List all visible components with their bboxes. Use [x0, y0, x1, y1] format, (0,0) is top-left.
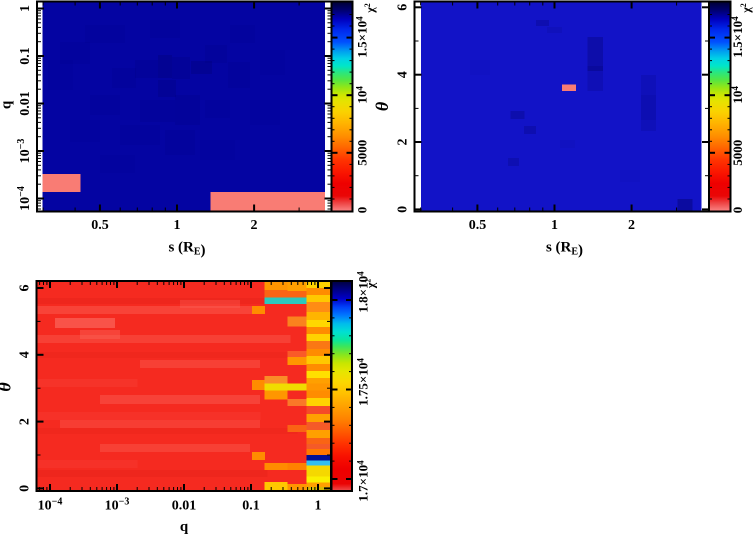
svg-text:1.7×104: 1.7×104 [356, 460, 371, 502]
svg-text:4: 4 [396, 71, 411, 78]
svg-text:104: 104 [355, 86, 370, 104]
svg-text:1: 1 [551, 218, 558, 233]
svg-text:5000: 5000 [730, 140, 745, 166]
svg-text:0.1: 0.1 [242, 499, 260, 514]
svg-text:χ2: χ2 [364, 279, 378, 290]
svg-text:2: 2 [628, 218, 635, 233]
svg-text:0: 0 [18, 485, 33, 492]
svg-text:104: 104 [730, 86, 745, 104]
svg-text:1: 1 [315, 499, 322, 514]
svg-text:0.01: 0.01 [172, 499, 197, 514]
svg-text:6: 6 [396, 4, 411, 11]
svg-text:θ: θ [372, 101, 392, 111]
svg-text:1.5×104: 1.5×104 [730, 16, 745, 58]
svg-text:1: 1 [18, 5, 33, 12]
svg-text:q: q [180, 519, 189, 535]
svg-text:4: 4 [18, 351, 33, 358]
svg-text:q: q [0, 100, 15, 109]
svg-text:0.5: 0.5 [91, 218, 109, 233]
svg-text:0.01: 0.01 [18, 91, 33, 116]
svg-text:10−3: 10−3 [105, 497, 130, 514]
svg-text:2: 2 [18, 418, 33, 425]
svg-text:s (RE): s (RE) [168, 240, 205, 259]
svg-text:1.5×104: 1.5×104 [355, 16, 370, 58]
svg-text:10−4: 10−4 [38, 497, 63, 514]
svg-text:0: 0 [730, 207, 745, 214]
svg-text:5000: 5000 [355, 140, 370, 166]
svg-text:χ2: χ2 [739, 3, 753, 14]
svg-text:10−4: 10−4 [16, 186, 33, 211]
svg-text:2: 2 [396, 139, 411, 146]
svg-text:6: 6 [18, 285, 33, 292]
svg-text:1.8×104: 1.8×104 [356, 271, 371, 313]
svg-text:1: 1 [174, 218, 181, 233]
svg-text:2: 2 [251, 218, 258, 233]
svg-text:0: 0 [396, 206, 411, 213]
svg-text:0.1: 0.1 [18, 47, 33, 65]
svg-text:0: 0 [355, 207, 370, 214]
svg-text:s (RE): s (RE) [546, 240, 583, 259]
svg-text:1.75×104: 1.75×104 [356, 358, 371, 406]
svg-text:χ2: χ2 [363, 3, 377, 14]
svg-text:10−3: 10−3 [16, 139, 33, 164]
svg-text:θ: θ [0, 382, 15, 392]
svg-text:0.5: 0.5 [469, 218, 487, 233]
